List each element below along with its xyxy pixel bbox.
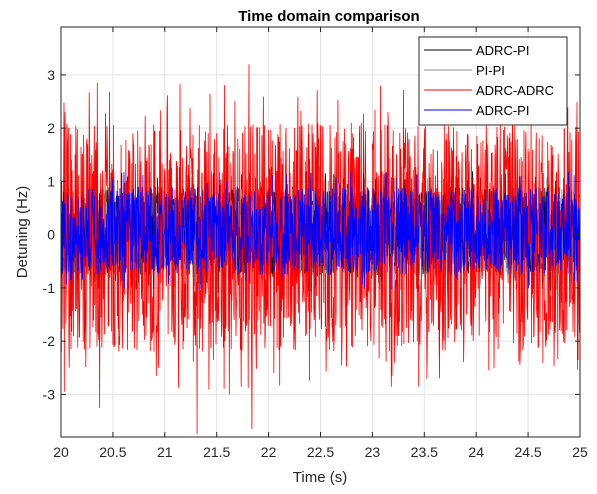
y-tick-label: 3	[47, 67, 55, 83]
x-tick-label: 20	[53, 444, 69, 460]
x-tick-labels: 20 20.5 21 21.5 22 22.5 23 23.5 24 24.5 25	[53, 444, 588, 460]
y-tick-label: -3	[43, 386, 56, 402]
x-tick-label: 24.5	[514, 444, 541, 460]
x-tick-label: 23	[365, 444, 381, 460]
x-tick-label: 21.5	[203, 444, 230, 460]
legend-label: ADRC-PI	[476, 103, 529, 118]
y-tick-label: -1	[43, 280, 56, 296]
ticks	[60, 27, 581, 437]
x-tick-label: 22	[261, 444, 277, 460]
x-tick-label: 24	[468, 444, 484, 460]
legend-label: ADRC-PI	[476, 43, 529, 58]
y-tick-label: -2	[43, 333, 56, 349]
legend: ADRC-PI PI-PI ADRC-ADRC ADRC-PI	[418, 36, 568, 126]
y-tick-label: 1	[47, 173, 55, 189]
legend-entries: ADRC-PI PI-PI ADRC-ADRC ADRC-PI	[424, 43, 554, 118]
y-tick-label: 0	[47, 227, 55, 243]
series-line-3	[60, 171, 581, 290]
x-tick-label: 21	[157, 444, 173, 460]
x-tick-label: 23.5	[411, 444, 438, 460]
legend-label: PI-PI	[476, 63, 505, 78]
y-tick-labels: -3 -2 -1 0 1 2 3	[43, 67, 56, 402]
x-axis-label: Time (s)	[293, 469, 347, 486]
x-tick-label: 22.5	[307, 444, 334, 460]
chart-title: Time domain comparison	[238, 8, 419, 25]
y-axis-label: Detuning (Hz)	[14, 186, 31, 279]
y-tick-label: 2	[47, 120, 55, 136]
x-tick-label: 25	[572, 444, 588, 460]
series-group	[60, 64, 581, 435]
legend-label: ADRC-ADRC	[476, 83, 554, 98]
x-tick-label: 20.5	[99, 444, 126, 460]
